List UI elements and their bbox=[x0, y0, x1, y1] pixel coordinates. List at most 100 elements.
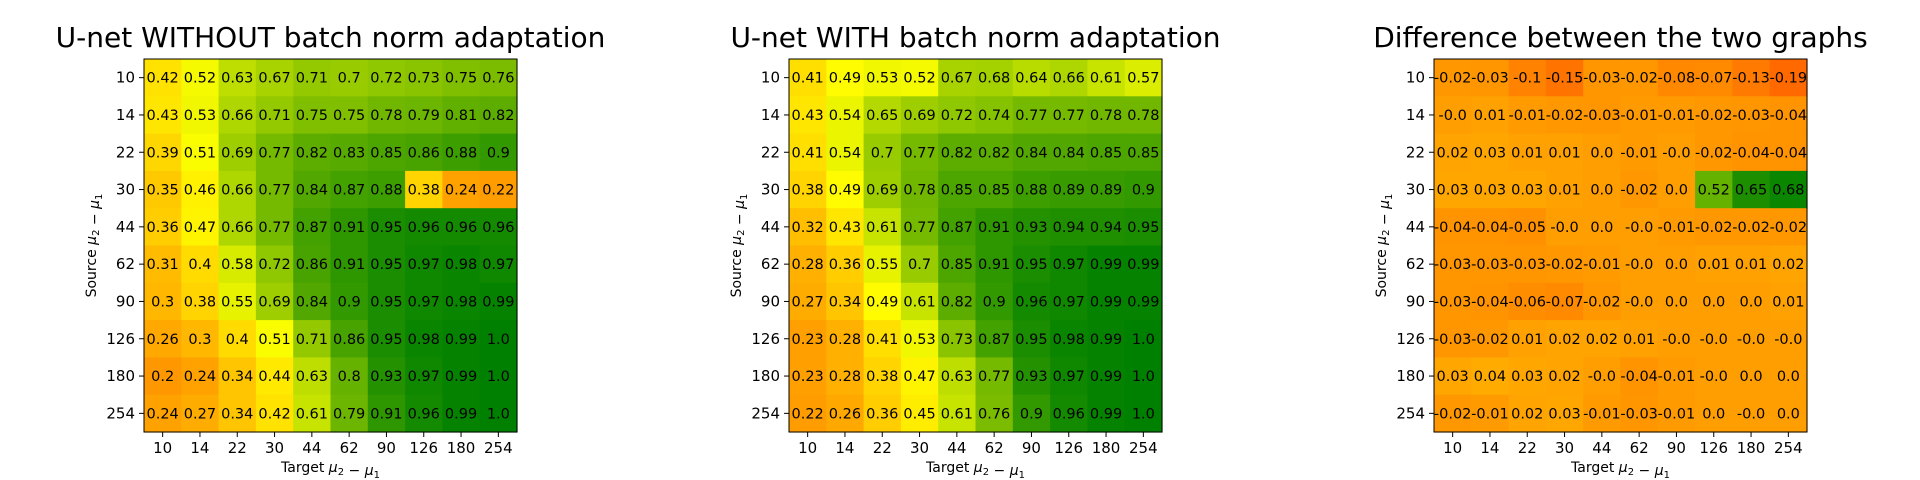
x-tick-label: 62 bbox=[1630, 439, 1649, 457]
heatmap-cell bbox=[144, 357, 182, 396]
cell-value-label: -0.02 bbox=[1620, 71, 1658, 87]
cell-value-label: 0.36 bbox=[147, 220, 179, 236]
plot-frame bbox=[143, 58, 518, 433]
heatmap-cell bbox=[789, 133, 827, 172]
cell-value-label: 0.75 bbox=[296, 108, 328, 124]
heatmap-cell bbox=[1087, 170, 1126, 209]
heatmap-cell bbox=[218, 208, 257, 247]
cell-value-label: 0.41 bbox=[792, 71, 824, 87]
cell-value-label: 0.95 bbox=[1127, 220, 1159, 236]
heatmap-cell bbox=[1508, 96, 1547, 135]
cell-value-label: 0.0 bbox=[1665, 183, 1688, 199]
heatmap-cell bbox=[1471, 208, 1510, 247]
cell-value-label: 0.34 bbox=[829, 294, 861, 310]
heatmap-cell bbox=[900, 59, 939, 97]
y-axis-label: Source μ2 − μ1 bbox=[729, 194, 750, 298]
cell-value-label: 0.39 bbox=[147, 145, 179, 161]
heatmap-cell bbox=[1695, 282, 1733, 321]
heatmap-cell bbox=[789, 282, 827, 321]
cell-value-label: 0.01 bbox=[1735, 257, 1767, 273]
heatmap-cell bbox=[330, 245, 369, 284]
cell-value-label: 0.84 bbox=[296, 183, 328, 199]
cell-value-label: 0.9 bbox=[338, 294, 361, 310]
cell-value-label: -0.0 bbox=[1737, 406, 1765, 422]
cell-value-label: 0.82 bbox=[482, 108, 514, 124]
heatmap-cell bbox=[975, 357, 1014, 396]
heatmap-cell bbox=[1769, 320, 1808, 358]
heatmap-cell bbox=[900, 282, 939, 321]
heatmap-cell bbox=[255, 357, 294, 396]
heatmap-cell bbox=[1434, 320, 1472, 358]
cell-value-label: 0.27 bbox=[792, 294, 824, 310]
heatmap-cell bbox=[1471, 282, 1510, 321]
heatmap-cell bbox=[1620, 245, 1659, 284]
cell-value-label: 0.64 bbox=[1015, 71, 1047, 87]
cell-value-label: -0.03 bbox=[1434, 257, 1472, 273]
cell-value-label: 0.78 bbox=[370, 108, 402, 124]
heatmap-cell bbox=[1471, 96, 1510, 135]
heatmap-cell bbox=[975, 59, 1014, 97]
cell-value-label: 0.82 bbox=[978, 145, 1010, 161]
cell-value-label: 0.24 bbox=[147, 406, 179, 422]
cell-value-label: 0.84 bbox=[296, 294, 328, 310]
heatmap-cell bbox=[479, 357, 518, 396]
cell-value-label: -0.02 bbox=[1620, 183, 1658, 199]
cell-value-label: 1.0 bbox=[1132, 369, 1155, 385]
heatmap-cell bbox=[1695, 96, 1733, 135]
cell-value-label: -0.0 bbox=[1625, 220, 1653, 236]
cell-value-label: 0.41 bbox=[792, 145, 824, 161]
cell-value-label: 0.28 bbox=[792, 257, 824, 273]
cell-value-label: 0.95 bbox=[370, 220, 402, 236]
heatmap-cell bbox=[1434, 133, 1472, 172]
y-tick-label: 22 bbox=[761, 143, 780, 161]
cell-value-label: -0.04 bbox=[1770, 145, 1808, 161]
heatmap-cell bbox=[1545, 320, 1584, 358]
heatmap-cell bbox=[938, 170, 977, 209]
heatmap-cell bbox=[218, 59, 257, 97]
cell-value-label: -0.02 bbox=[1732, 220, 1770, 236]
x-tick-label: 254 bbox=[1774, 439, 1803, 457]
cell-value-label: 0.0 bbox=[1740, 294, 1763, 310]
cell-value-label: 0.0 bbox=[1665, 294, 1688, 310]
heatmap-cell bbox=[938, 320, 977, 358]
cell-value-label: 0.03 bbox=[1548, 406, 1580, 422]
cell-value-label: 0.86 bbox=[408, 145, 440, 161]
cell-value-label: 0.65 bbox=[1735, 183, 1767, 199]
heatmap-cell bbox=[863, 245, 902, 284]
heatmap-cell bbox=[1471, 357, 1510, 396]
x-tick-label: 22 bbox=[228, 439, 247, 457]
cell-value-label: 0.03 bbox=[1474, 145, 1506, 161]
heatmap-cell bbox=[1545, 208, 1584, 247]
cell-value-label: 0.93 bbox=[370, 369, 402, 385]
cell-value-label: 0.01 bbox=[1548, 183, 1580, 199]
cell-value-label: 0.34 bbox=[221, 406, 253, 422]
heatmap-cell bbox=[218, 245, 257, 284]
heatmap-cell bbox=[900, 245, 939, 284]
cell-value-label: -0.02 bbox=[1695, 108, 1733, 124]
cell-value-label: 0.99 bbox=[1090, 294, 1122, 310]
heatmap-cell bbox=[405, 282, 443, 321]
cell-value-label: -0.0 bbox=[1662, 332, 1690, 348]
heatmap-cell bbox=[293, 208, 332, 247]
y-tick-label: 90 bbox=[761, 292, 780, 310]
cell-value-label: 0.41 bbox=[866, 332, 898, 348]
heatmap-cell bbox=[1434, 357, 1472, 396]
heatmap-cell bbox=[255, 320, 294, 358]
heatmap-cell bbox=[1657, 208, 1696, 247]
cell-value-label: 0.82 bbox=[941, 145, 973, 161]
cell-value-label: 0.77 bbox=[1053, 108, 1085, 124]
cell-value-label: 0.96 bbox=[1015, 294, 1047, 310]
y-tick-label: 44 bbox=[761, 218, 780, 236]
heatmap-cell bbox=[1545, 394, 1584, 433]
heatmap-cell bbox=[255, 394, 294, 433]
cell-value-label: 0.43 bbox=[829, 220, 861, 236]
heatmap-cell bbox=[863, 320, 902, 358]
heatmap-cell bbox=[1087, 96, 1126, 135]
cell-value-label: -0.07 bbox=[1695, 71, 1733, 87]
x-tick-label: 14 bbox=[835, 439, 854, 457]
cell-value-label: 0.28 bbox=[829, 369, 861, 385]
cell-value-label: 0.71 bbox=[258, 108, 290, 124]
x-tick-label: 22 bbox=[873, 439, 892, 457]
y-axis-label: Source μ2 − μ1 bbox=[84, 194, 105, 298]
x-tick-label: 180 bbox=[1092, 439, 1121, 457]
